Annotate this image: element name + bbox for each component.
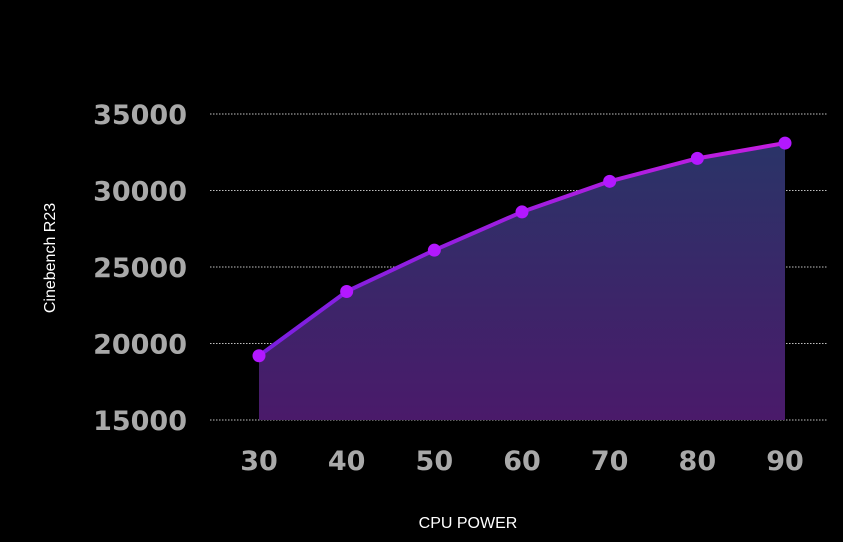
data-point — [603, 174, 617, 188]
y-tick-label: 25000 — [93, 253, 187, 284]
y-tick-label: 15000 — [93, 406, 187, 437]
data-point — [427, 243, 441, 257]
x-axis-ticks: 30 40 50 60 70 80 90 — [240, 446, 804, 477]
x-tick-label: 90 — [766, 446, 804, 477]
y-tick-label: 20000 — [93, 330, 187, 361]
data-point — [252, 349, 266, 363]
markers — [252, 136, 792, 363]
y-axis-title: Cinebench R23 — [42, 203, 59, 313]
data-point — [515, 205, 529, 219]
x-tick-label: 50 — [416, 446, 454, 477]
x-tick-label: 70 — [591, 446, 629, 477]
x-tick-label: 60 — [503, 446, 541, 477]
x-tick-label: 30 — [240, 446, 278, 477]
y-axis-ticks: 15000 20000 25000 30000 35000 — [93, 100, 187, 437]
x-tick-label: 80 — [679, 446, 717, 477]
area-fill — [259, 143, 785, 420]
data-point — [778, 136, 792, 150]
area-series — [259, 143, 785, 420]
x-axis-title: CPU POWER — [419, 515, 518, 532]
y-tick-label: 30000 — [93, 177, 187, 208]
y-tick-label: 35000 — [93, 100, 187, 131]
data-point — [340, 284, 354, 298]
data-point — [690, 151, 704, 165]
x-tick-label: 40 — [328, 446, 366, 477]
